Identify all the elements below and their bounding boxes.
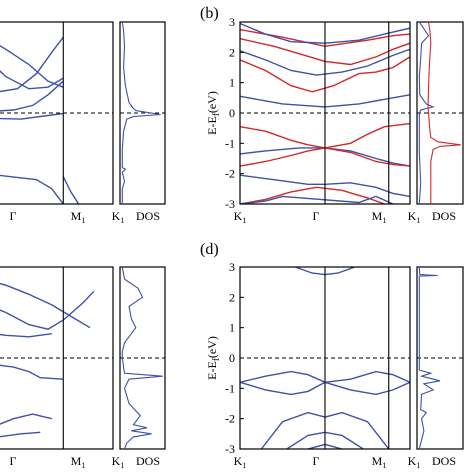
band-5 — [0, 80, 64, 112]
dos-frame — [119, 21, 166, 205]
dos-curves — [121, 22, 161, 204]
band-6 — [240, 94, 410, 108]
y-tick-label: 2 — [229, 290, 235, 304]
y-axis-label: E-Ef(eV) — [205, 336, 221, 380]
dos-curve — [121, 267, 163, 449]
dos-axis-label: DOS — [432, 454, 456, 468]
dos-axis-label: DOS — [136, 454, 160, 468]
dos-frame — [416, 266, 464, 450]
y-tick-label: -3 — [225, 197, 235, 211]
band-lines — [0, 282, 95, 438]
k-label: Γ — [313, 454, 320, 468]
band-1 — [0, 44, 64, 88]
band-2 — [0, 70, 64, 90]
band-2 — [0, 290, 95, 330]
y-tick-label: -2 — [225, 167, 235, 181]
k-label: M1 — [71, 454, 86, 470]
y-tick-label: -1 — [225, 381, 235, 395]
band-1 — [240, 28, 410, 48]
y-tick-label: 2 — [229, 45, 235, 59]
dos-axis-label: DOS — [136, 209, 160, 223]
band-6 — [0, 431, 41, 438]
y-tick-label: 3 — [229, 260, 235, 274]
k-label: K1 — [234, 454, 247, 470]
band-frame — [0, 21, 114, 205]
band-4 — [0, 364, 64, 380]
band-3 — [240, 56, 410, 93]
y-tick-label: 1 — [229, 321, 235, 335]
band-4 — [0, 112, 64, 120]
panel-a: Γ M1 K1 DOS — [0, 21, 166, 225]
dos-curves — [418, 267, 441, 449]
band-2 — [240, 38, 410, 66]
band-lines — [0, 36, 80, 204]
band-12 — [240, 195, 394, 204]
k-label: K1 — [112, 454, 125, 470]
y-tick-label: 1 — [229, 76, 235, 90]
k-label: K1 — [112, 209, 125, 225]
y-tick-label: 3 — [229, 15, 235, 29]
band-3 — [0, 36, 64, 93]
band-6 — [0, 174, 64, 204]
band-10 — [240, 174, 410, 198]
dos-curve — [121, 22, 161, 204]
dos2-curve — [427, 22, 461, 204]
band-1 — [0, 282, 91, 329]
y-axis-label: E-Ef(eV) — [205, 91, 221, 135]
k-label: M1 — [71, 209, 86, 225]
band-8 — [240, 147, 410, 167]
dos-frame — [416, 21, 464, 205]
band-11 — [240, 186, 385, 204]
panel-label: (d) — [200, 241, 219, 258]
y-tick-label: -3 — [225, 442, 235, 456]
k-label: Γ — [10, 209, 17, 223]
dos-curve — [418, 22, 435, 204]
k-label: K1 — [408, 209, 421, 225]
y-tick-label: 0 — [229, 106, 235, 120]
panel-d: 3 2 1 0 -1 -2 -3 E-Ef(eV) K1 Γ M1 K1 DOS (d) — [200, 241, 464, 470]
y-tick-label: 0 — [229, 351, 235, 365]
y-tick-label: -2 — [225, 412, 235, 426]
k-label: Γ — [10, 454, 17, 468]
k-label: M1 — [372, 209, 387, 225]
dos-curves — [418, 22, 461, 204]
band-5 — [0, 413, 52, 425]
dos-curves — [121, 267, 163, 449]
panel-label: (b) — [200, 5, 219, 22]
dos-frame — [119, 266, 166, 450]
dos-curve — [418, 267, 441, 449]
band-3 — [0, 333, 52, 338]
panel-b: 3 2 1 0 -1 -2 -3 E-Ef(eV) K1 Γ M1 K1 DOS (b) — [200, 5, 464, 225]
k-label: Γ — [313, 209, 320, 223]
k-label: K1 — [408, 454, 421, 470]
panel-c: Γ M1 K1 DOS — [0, 266, 166, 470]
k-label: M1 — [372, 454, 387, 470]
y-tick-label: -1 — [225, 136, 235, 150]
band-7 — [62, 176, 80, 204]
dos-axis-label: DOS — [432, 209, 456, 223]
band-frame — [0, 266, 114, 450]
k-label: K1 — [234, 209, 247, 225]
